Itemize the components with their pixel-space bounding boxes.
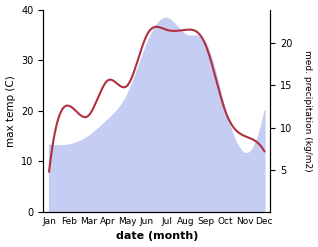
X-axis label: date (month): date (month) [115,231,198,242]
Y-axis label: max temp (C): max temp (C) [5,75,16,147]
Y-axis label: med. precipitation (kg/m2): med. precipitation (kg/m2) [303,50,313,172]
